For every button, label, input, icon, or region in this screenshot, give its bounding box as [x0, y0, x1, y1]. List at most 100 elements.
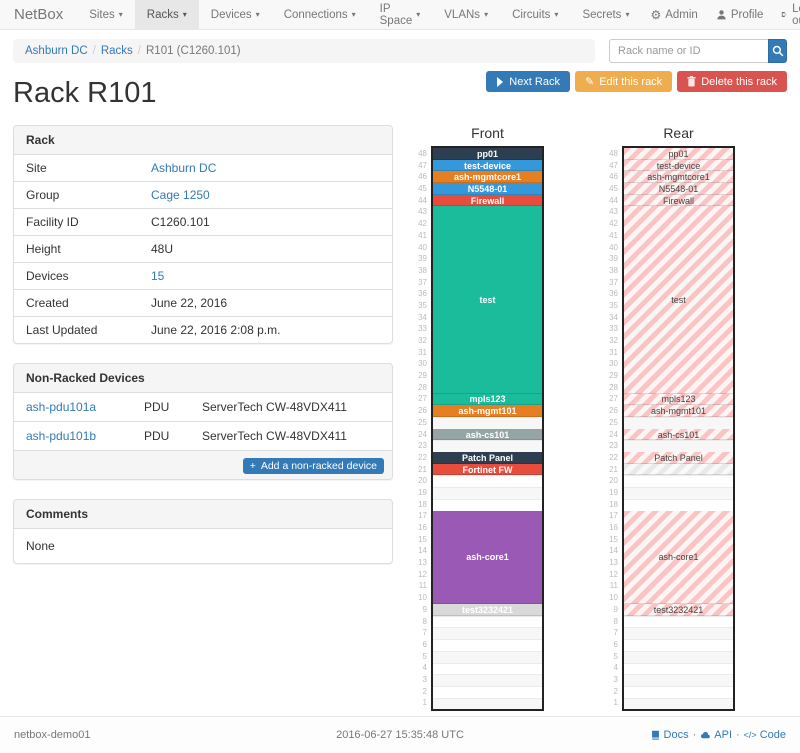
rack-unit-empty [624, 498, 733, 511]
unit-number: 12 [609, 569, 618, 579]
rack-device-test-device[interactable]: test-device [433, 159, 542, 172]
gear-icon: ⚙ [650, 7, 662, 22]
code-icon: </> [743, 730, 757, 740]
unit-number: 44 [609, 195, 618, 205]
next-rack-button[interactable]: Next Rack [486, 71, 570, 92]
nav-item-devices[interactable]: Devices ▾ [199, 0, 272, 29]
rack-device-ash-mgmtcore1[interactable]: ash-mgmtcore1 [624, 171, 733, 184]
logout-button[interactable]: Log out [772, 3, 800, 27]
footer-hostname: netbox-demo01 [14, 729, 91, 741]
rack-device-ash-mgmt101[interactable]: ash-mgmt101 [624, 405, 733, 417]
table-row: Created June 22, 2016 [14, 289, 392, 317]
rack-device-N5548-01[interactable]: N5548-01 [433, 183, 542, 195]
rack-device-Patch Panel[interactable]: Patch Panel [433, 452, 542, 464]
nav-item-circuits[interactable]: Circuits ▾ [500, 0, 570, 29]
rack-device-test[interactable]: test [433, 206, 542, 394]
comments-panel: Comments None [13, 499, 393, 564]
navbar: NetBox Sites ▾ Racks ▾ Devices ▾ Connection… [0, 0, 800, 30]
rack-unit-empty [624, 650, 733, 663]
api-link[interactable]: API [700, 729, 732, 741]
breadcrumb-racks-link[interactable]: Racks [100, 45, 133, 57]
rack-unit-empty [433, 639, 542, 651]
search-button[interactable] [768, 39, 787, 63]
unit-number: 26 [609, 406, 618, 416]
unit-number: 32 [609, 336, 618, 345]
admin-button[interactable]: ⚙ Admin [641, 9, 706, 21]
docs-link[interactable]: Docs [650, 729, 689, 741]
rack-device-test-device[interactable]: test-device [624, 159, 733, 172]
unit-number: 30 [609, 359, 618, 369]
profile-button[interactable]: Profile [707, 9, 773, 21]
height-value: 48U [139, 235, 392, 263]
site-link[interactable]: Ashburn DC [151, 161, 217, 175]
rack-device-ash-mgmtcore1[interactable]: ash-mgmtcore1 [433, 171, 542, 184]
nav-item-connections[interactable]: Connections ▾ [272, 0, 368, 29]
brand-netbox[interactable]: NetBox [14, 6, 64, 23]
non-racked-devices-panel: Non-Racked Devices ash-pdu101a PDU Serve… [13, 363, 393, 480]
unit-number: 10 [418, 593, 427, 603]
rack-device-ash-mgmt101[interactable]: ash-mgmt101 [433, 405, 542, 417]
device-type: ServerTech CW-48VDX411 [202, 400, 347, 414]
unit-number: 35 [609, 300, 618, 310]
devices-count-link[interactable]: 15 [151, 269, 165, 283]
unit-number: 29 [418, 371, 427, 381]
code-link[interactable]: </> Code [744, 729, 786, 741]
unit-number: 48 [609, 149, 618, 158]
book-icon [651, 730, 659, 740]
nav-item-vlans[interactable]: VLANs ▾ [432, 0, 500, 29]
delete-rack-label: Delete this rack [701, 75, 777, 88]
rack-device-test[interactable]: test [624, 206, 733, 394]
nav-item-ip-space[interactable]: IP Space ▾ [368, 0, 433, 29]
rack-device-Firewall[interactable]: Firewall [433, 194, 542, 207]
nav-label: Connections [283, 8, 348, 21]
unit-number: 42 [609, 219, 618, 229]
rack-device-Fortinet FW[interactable]: Fortinet FW [433, 463, 542, 476]
rack-device-unlabeled [624, 463, 733, 476]
chevron-down-icon: ▾ [182, 10, 187, 19]
edit-rack-button[interactable]: ✎ Edit this rack [575, 71, 673, 92]
device-link[interactable]: ash-pdu101a [26, 400, 97, 414]
rack-device-Patch Panel[interactable]: Patch Panel [624, 452, 733, 464]
attr-label: Devices [14, 262, 139, 290]
nav-item-racks[interactable]: Racks ▾ [134, 0, 199, 29]
chevron-down-icon: ▾ [554, 10, 559, 19]
group-link[interactable]: Cage 1250 [151, 188, 210, 202]
rack-device-ash-cs101[interactable]: ash-cs101 [624, 428, 733, 441]
nav-item-secrets[interactable]: Secrets ▾ [570, 0, 641, 29]
rack-device-ash-core1[interactable]: ash-core1 [624, 510, 733, 605]
unit-number: 46 [418, 172, 427, 182]
delete-rack-button[interactable]: Delete this rack [677, 71, 787, 92]
unit-number: 23 [609, 441, 618, 451]
rack-unit-empty [624, 440, 733, 453]
rack-device-test3232421[interactable]: test3232421 [433, 604, 542, 616]
unit-number: 2 [422, 686, 427, 696]
chevron-down-icon: ▾ [625, 10, 630, 19]
device-type: ServerTech CW-48VDX411 [190, 421, 392, 450]
rack-device-test3232421[interactable]: test3232421 [624, 604, 733, 616]
search-input[interactable] [609, 39, 768, 63]
facility-id-value: C1260.101 [139, 208, 392, 236]
admin-label: Admin [665, 8, 698, 21]
table-row: Height 48U [14, 235, 392, 263]
unit-number: 1 [613, 698, 618, 708]
rack-device-pp01[interactable]: pp01 [624, 148, 733, 160]
rack-device-N5548-01[interactable]: N5548-01 [624, 183, 733, 195]
unit-number: 3 [422, 674, 427, 684]
rear-rack-body: pp01 test-device ash-mgmtcore1 N5548-01 Fire… [622, 146, 735, 712]
add-non-racked-device-button[interactable]: + Add a non-racked device [242, 458, 384, 474]
rack-device-mpls123[interactable]: mpls123 [624, 393, 733, 406]
unit-number: 31 [418, 347, 427, 357]
nav-item-sites[interactable]: Sites ▾ [77, 0, 135, 29]
device-link[interactable]: ash-pdu101b [26, 429, 97, 443]
rack-device-ash-cs101[interactable]: ash-cs101 [433, 428, 542, 441]
rack-device-pp01[interactable]: pp01 [433, 148, 542, 160]
breadcrumb-site-link[interactable]: Ashburn DC [25, 45, 88, 57]
rack-device-Firewall[interactable]: Firewall [624, 194, 733, 207]
rack-device-mpls123[interactable]: mpls123 [433, 393, 542, 406]
last-updated-value: June 22, 2016 2:08 p.m. [139, 316, 392, 343]
attr-label: Site [26, 161, 47, 175]
add-non-racked-label: Add a non-racked device [260, 460, 377, 472]
unit-number: 24 [418, 429, 427, 439]
rack-device-ash-core1[interactable]: ash-core1 [433, 510, 542, 605]
unit-number: 44 [418, 195, 427, 205]
